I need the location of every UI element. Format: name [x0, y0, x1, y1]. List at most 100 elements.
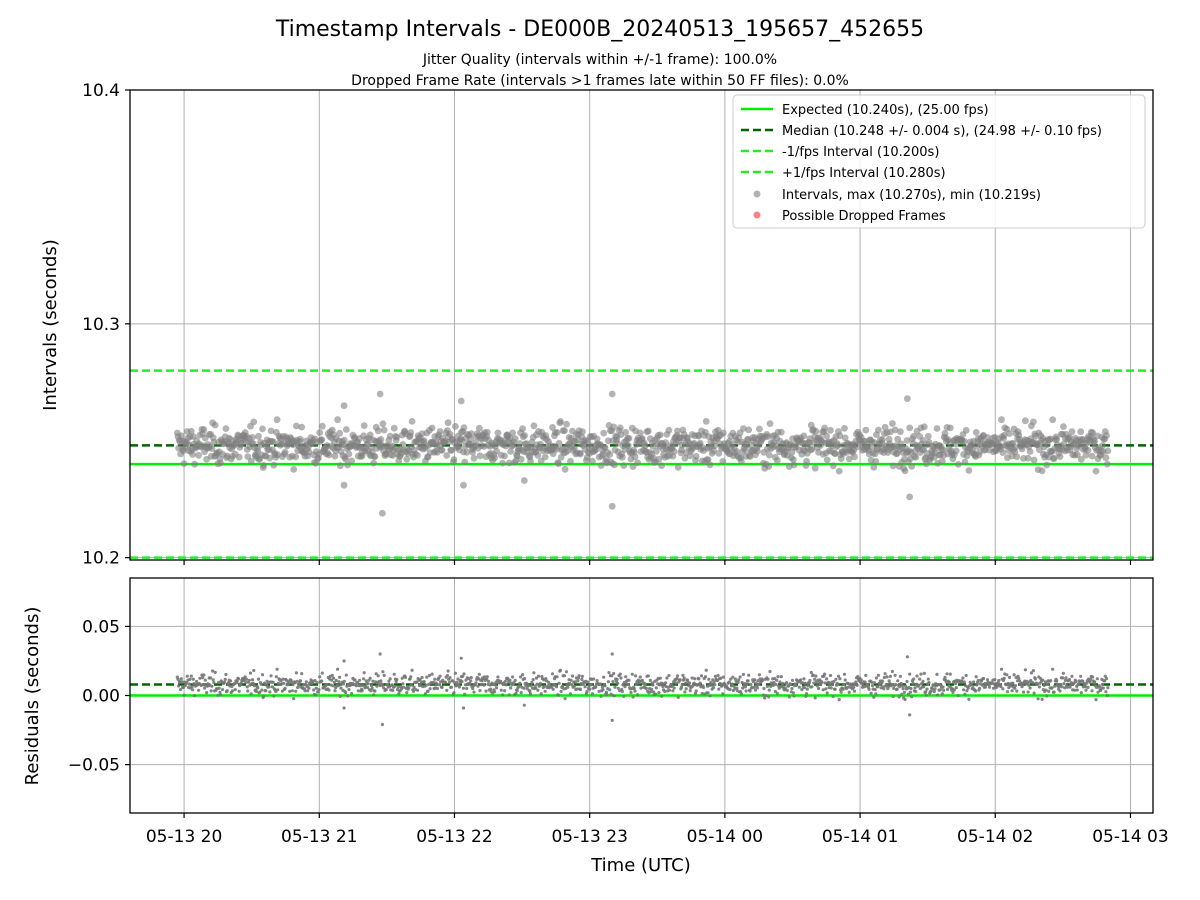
residual-point — [495, 686, 499, 690]
residual-point — [283, 686, 287, 691]
residual-point — [806, 684, 810, 688]
interval-point — [475, 424, 483, 432]
interval-point — [260, 462, 268, 469]
residual-point — [1089, 677, 1093, 682]
residual-point — [771, 683, 775, 688]
residuals-panel: 05-13 20 05-13 21 05-13 22 05-13 23 05-14 00… — [22, 577, 1169, 876]
interval-point — [378, 509, 386, 517]
interval-point — [845, 455, 853, 463]
interval-point — [414, 451, 421, 459]
interval-point — [377, 436, 385, 443]
residual-point — [873, 687, 877, 692]
residual-point — [395, 677, 399, 682]
residual-point — [425, 675, 429, 679]
interval-point — [567, 457, 574, 465]
interval-point — [379, 420, 387, 428]
residual-point — [451, 679, 455, 683]
interval-point — [438, 447, 446, 454]
interval-point — [720, 429, 727, 437]
residual-point — [580, 674, 585, 678]
residual-point — [735, 686, 739, 690]
residual-point — [886, 685, 891, 689]
residual-point — [693, 677, 697, 681]
residual-point — [314, 686, 318, 690]
residual-point — [713, 674, 718, 679]
interval-point — [589, 457, 596, 465]
residual-point — [811, 673, 815, 677]
residual-point — [428, 687, 432, 691]
interval-point — [903, 437, 911, 444]
residual-point — [598, 682, 603, 686]
interval-point — [505, 459, 513, 467]
legend-label-plus-fps: +1/fps Interval (10.280s) — [782, 166, 946, 181]
residual-point — [1061, 676, 1065, 680]
residual-point — [246, 689, 250, 693]
residual-point — [888, 674, 893, 679]
residual-point — [493, 683, 497, 687]
interval-point — [1056, 453, 1064, 460]
interval-point — [1077, 456, 1085, 463]
residual-point — [823, 672, 827, 676]
residual-point — [993, 678, 997, 682]
residual-point — [536, 674, 541, 678]
interval-point — [853, 443, 861, 451]
legend-label-intervals: Intervals, max (10.270s), min (10.219s) — [782, 188, 1041, 203]
residual-point — [836, 674, 841, 678]
residual-point — [785, 681, 789, 685]
interval-point — [516, 440, 524, 447]
residual-point — [1073, 688, 1077, 692]
residual-point — [652, 690, 656, 694]
residual-point — [694, 689, 698, 693]
residual-point — [221, 688, 225, 692]
residual-point — [1041, 678, 1045, 682]
residual-point — [449, 685, 453, 689]
interval-point — [933, 425, 941, 432]
residual-point — [485, 675, 489, 679]
interval-point — [1102, 454, 1110, 462]
interval-point — [600, 429, 608, 437]
residual-point — [393, 684, 397, 688]
residuals-y-tick-label: −0.05 — [68, 756, 120, 776]
legend-marker-dropped-frames — [753, 211, 761, 219]
residual-point — [1028, 686, 1032, 690]
residual-point — [906, 692, 911, 696]
residual-point — [297, 683, 301, 687]
residual-point — [846, 685, 851, 689]
residual-point — [930, 687, 934, 691]
residual-point — [924, 693, 928, 697]
interval-point — [962, 426, 970, 434]
residual-point — [484, 689, 488, 693]
residual-point — [373, 689, 377, 693]
residual-point — [564, 670, 569, 674]
interval-point — [537, 440, 544, 448]
residual-point — [730, 682, 734, 686]
residual-point — [433, 677, 437, 681]
residual-point — [974, 689, 978, 693]
residual-point — [940, 692, 944, 696]
interval-point — [946, 424, 954, 432]
interval-point — [235, 453, 243, 461]
residual-point — [836, 682, 840, 687]
residuals-plot-frame — [129, 577, 1154, 814]
residual-point — [391, 688, 395, 693]
residual-point — [418, 678, 422, 682]
residual-point — [181, 686, 185, 690]
interval-point — [704, 456, 712, 463]
residual-point — [938, 688, 942, 692]
residual-point — [409, 675, 413, 679]
residual-point — [446, 669, 450, 673]
residual-point — [910, 695, 914, 699]
residual-point — [1040, 697, 1044, 702]
residual-point — [970, 682, 974, 687]
residual-point — [962, 680, 966, 684]
interval-point — [530, 422, 538, 430]
residual-point — [179, 677, 183, 681]
residual-point — [366, 686, 370, 690]
residual-point — [290, 689, 294, 693]
residual-point — [249, 692, 253, 696]
residual-point — [1007, 675, 1012, 680]
residuals-axis-ticks: 05-13 20 05-13 21 05-13 22 05-13 23 05-14 00… — [68, 617, 1169, 847]
residual-point — [941, 685, 945, 689]
residual-point — [847, 690, 851, 695]
residual-point — [738, 675, 742, 679]
